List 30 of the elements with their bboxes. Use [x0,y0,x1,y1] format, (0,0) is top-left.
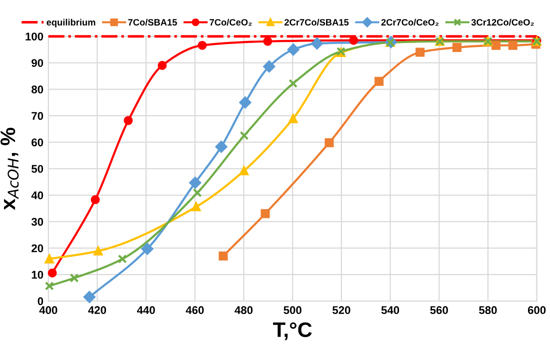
y-tick-label: 10 [32,270,44,279]
y-tick-label: 90 [32,59,44,67]
x-tick-label: 600 [528,306,546,314]
legend-label: 7Co/CeO₂ [210,18,252,26]
x-tick-label: 520 [332,306,350,314]
y-tick-label: 40 [31,191,44,200]
y-tick-label: 60 [32,138,44,146]
y-tick-label: 0 [38,297,44,306]
x-tick-label: 580 [479,306,497,314]
x-tick-label: 460 [186,306,204,314]
x-tick-label: 500 [284,306,302,314]
x-tick-label: 540 [381,306,400,314]
legend-label: equilibrium [46,18,96,28]
y-tick-label: 100 [26,32,44,40]
x-tick-label: 440 [136,306,155,314]
y-tick-label: 20 [32,244,44,252]
x-tick-label: 560 [430,306,448,314]
legend-label: 3Cr12Co/CeO₂ [471,18,534,26]
y-tick-label: 30 [31,218,44,226]
y-tick-label: 50 [32,164,44,173]
x-tick-label: 480 [234,306,253,314]
y-tick-label: 80 [32,86,44,94]
y-axis-title: x$_{AcOH}$, % [0,128,19,210]
legend-label: 7Co/SBA15 [128,18,177,26]
x-tick-label: 420 [88,306,106,314]
legend-label: 2Cr7Co/SBA15 [284,18,349,26]
legend-label: 2Cr7Co/CeO₂ [381,18,439,26]
x-axis-title: T,°C [273,322,312,340]
x-tick-label: 400 [39,306,58,314]
y-tick-label: 70 [32,112,44,120]
